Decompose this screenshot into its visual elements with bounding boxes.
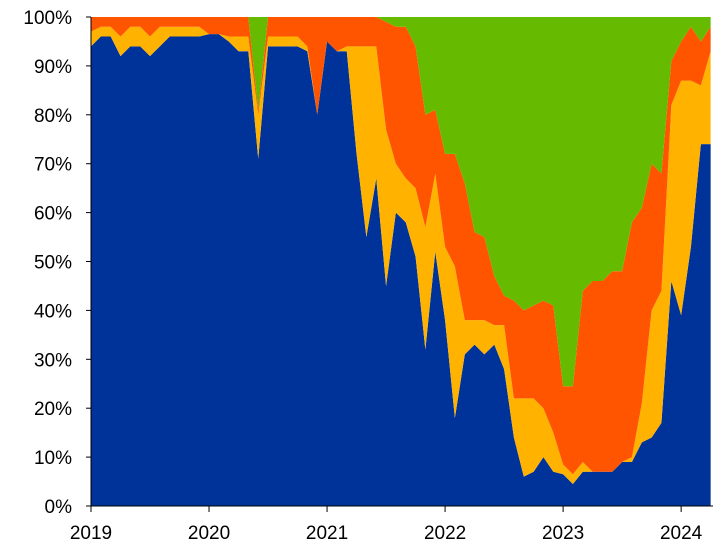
y-tick-label: 80% [34,106,72,127]
y-tick-label: 10% [34,448,72,469]
y-tick-labels: 0% 10% 20% 30% 40% 50% 60% 70% 80% 90% 100% [23,8,72,518]
x-tick-labels: 2019 2020 2021 2022 2023 2024 [70,523,703,544]
y-tick-label: 90% [34,57,72,78]
x-tick-label: 2021 [306,523,348,544]
y-tick-label: 20% [34,399,72,420]
y-tick-label: 40% [34,301,72,322]
y-tick-label: 0% [45,497,73,518]
x-tick-label: 2020 [188,523,230,544]
x-tick-label: 2024 [660,523,703,544]
axes-group [86,16,713,512]
x-tick-label: 2019 [70,523,112,544]
y-tick-label: 30% [34,350,72,371]
area-series-3 [91,17,711,475]
x-tick-label: 2022 [424,523,466,544]
area-series-2 [91,26,711,485]
x-tick-label: 2023 [542,523,584,544]
y-tick-label: 70% [34,155,72,176]
area-series-4 [91,17,711,387]
y-tick-label: 60% [34,204,72,225]
y-tick-label: 100% [23,8,72,29]
area-series-group [91,17,711,507]
area-series-1 [91,34,711,507]
y-tick-label: 50% [34,253,72,274]
